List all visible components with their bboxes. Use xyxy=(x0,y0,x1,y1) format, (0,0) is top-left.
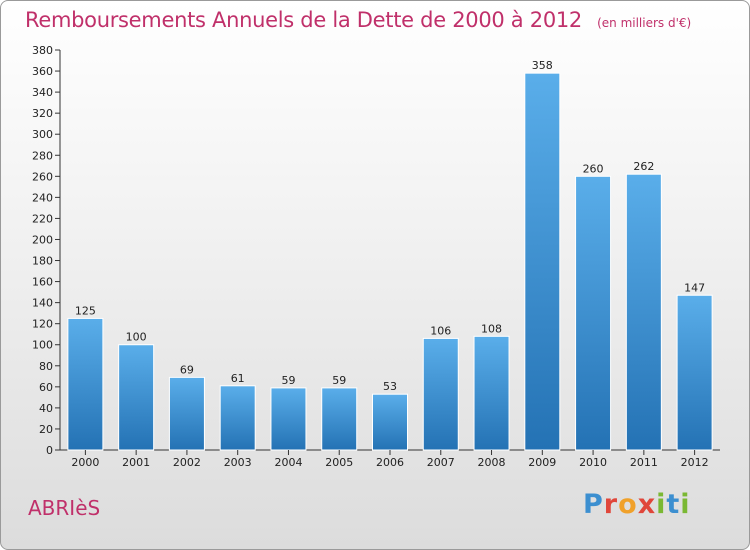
y-tick-label: 360 xyxy=(32,65,53,78)
y-tick-label: 300 xyxy=(32,128,53,141)
y-tick-label: 120 xyxy=(32,318,53,331)
x-tick-label: 2000 xyxy=(71,456,99,469)
x-tick-label: 2009 xyxy=(528,456,556,469)
bar xyxy=(524,72,561,451)
bar-value-label: 59 xyxy=(281,374,295,387)
bar-value-label: 69 xyxy=(180,363,194,376)
x-tick-label: 2011 xyxy=(630,456,658,469)
y-tick-label: 240 xyxy=(32,191,53,204)
x-tick-label: 2007 xyxy=(427,456,455,469)
bar-value-label: 147 xyxy=(684,281,705,294)
y-tick-label: 140 xyxy=(32,297,53,310)
chart-title-block: Remboursements Annuels de la Dette de 20… xyxy=(25,8,691,32)
y-tick-label: 0 xyxy=(46,444,53,457)
y-tick-label: 380 xyxy=(32,44,53,57)
bar xyxy=(118,344,155,451)
y-tick-label: 100 xyxy=(32,339,53,352)
bar xyxy=(219,385,256,451)
bar-value-label: 358 xyxy=(532,59,553,72)
y-tick-label: 20 xyxy=(39,423,53,436)
x-tick-label: 2006 xyxy=(376,456,404,469)
bar xyxy=(676,294,713,451)
bar-value-label: 106 xyxy=(430,324,451,337)
bar-value-label: 61 xyxy=(231,372,245,385)
bar-value-label: 108 xyxy=(481,322,502,335)
bar xyxy=(625,173,662,451)
y-tick-label: 340 xyxy=(32,86,53,99)
x-tick-label: 2001 xyxy=(122,456,150,469)
bar xyxy=(575,175,612,451)
bar xyxy=(270,387,307,451)
bar-value-label: 262 xyxy=(633,160,654,173)
y-tick-label: 220 xyxy=(32,212,53,225)
proxiti-logo: Proxiti xyxy=(583,489,691,520)
bar-value-label: 260 xyxy=(583,162,604,175)
bar-value-label: 125 xyxy=(75,304,96,317)
x-tick-label: 2005 xyxy=(325,456,353,469)
bar xyxy=(168,376,205,451)
y-tick-label: 180 xyxy=(32,255,53,268)
y-tick-label: 260 xyxy=(32,170,53,183)
commune-name: ABRIèS xyxy=(28,496,101,520)
bar xyxy=(473,335,510,451)
x-tick-label: 2008 xyxy=(478,456,506,469)
chart-unit: (en milliers d'€) xyxy=(597,16,692,30)
bar-value-label: 59 xyxy=(332,374,346,387)
x-tick-label: 2012 xyxy=(681,456,709,469)
y-tick-label: 280 xyxy=(32,149,53,162)
bar xyxy=(321,387,358,451)
y-tick-label: 80 xyxy=(39,360,53,373)
chart-title: Remboursements Annuels de la Dette de 20… xyxy=(25,8,582,32)
bar xyxy=(372,393,408,451)
bar-value-label: 53 xyxy=(383,380,397,393)
x-tick-label: 2004 xyxy=(274,456,302,469)
bar-value-label: 100 xyxy=(126,331,147,344)
bar xyxy=(67,317,104,451)
x-tick-label: 2002 xyxy=(173,456,201,469)
y-tick-label: 40 xyxy=(39,402,53,415)
x-tick-label: 2003 xyxy=(224,456,252,469)
x-tick-label: 2010 xyxy=(579,456,607,469)
y-tick-label: 320 xyxy=(32,107,53,120)
y-tick-label: 60 xyxy=(39,381,53,394)
y-tick-label: 160 xyxy=(32,276,53,289)
y-tick-label: 200 xyxy=(32,233,53,246)
bar xyxy=(422,337,459,451)
